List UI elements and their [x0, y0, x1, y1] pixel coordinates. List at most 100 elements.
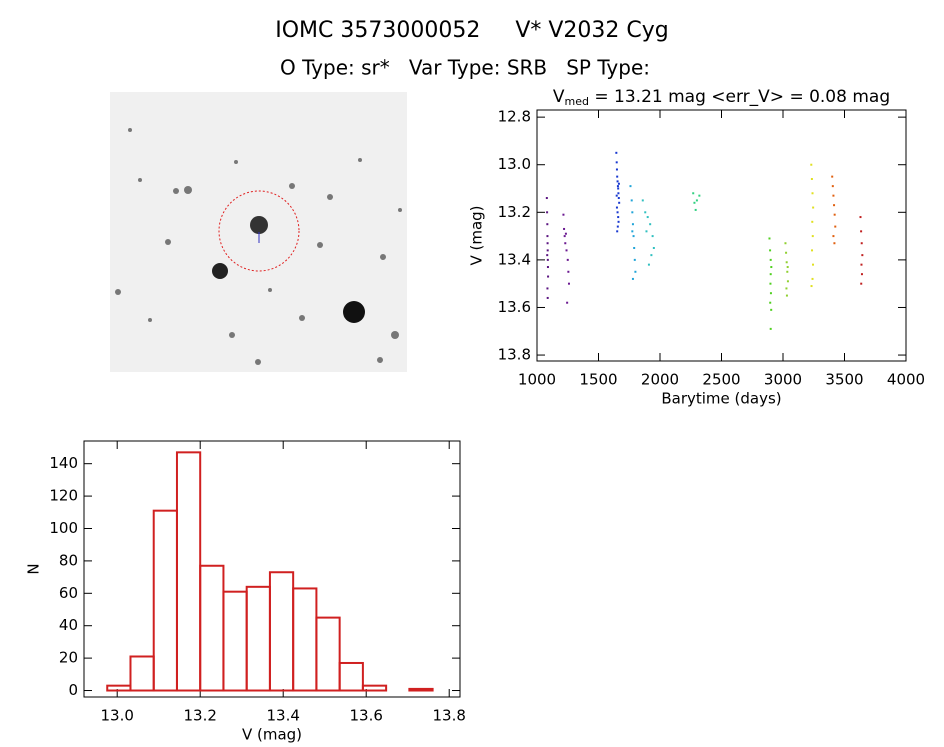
x-axis-label: Barytime (days)	[661, 390, 781, 408]
data-point	[860, 263, 863, 266]
data-point	[615, 151, 618, 154]
data-point	[565, 249, 568, 252]
data-point	[616, 180, 619, 183]
data-point	[812, 263, 815, 266]
title-part: med	[565, 95, 589, 108]
data-point	[769, 273, 772, 276]
y-tick-label: 80	[59, 551, 78, 569]
page-subtitle: O Type: sr* Var Type: SRB SP Type:	[280, 56, 650, 80]
data-point	[694, 208, 697, 211]
data-point	[810, 285, 813, 288]
data-point	[631, 211, 634, 214]
data-point	[784, 242, 787, 245]
data-point	[617, 216, 620, 219]
data-point	[651, 235, 654, 238]
data-point	[616, 211, 619, 214]
data-point	[770, 308, 773, 311]
x-tick-label: 3500	[825, 371, 863, 389]
x-tick-label: 13.2	[183, 707, 216, 725]
data-point	[811, 220, 814, 223]
data-point	[616, 225, 619, 228]
data-point	[769, 249, 772, 252]
data-point	[832, 194, 835, 197]
y-tick-label: 13.8	[498, 346, 531, 364]
data-point	[860, 242, 863, 245]
data-point	[633, 258, 636, 261]
data-point	[632, 235, 635, 238]
histogram-bar	[315, 616, 341, 692]
data-point	[563, 227, 566, 230]
x-tick-label: 3000	[764, 371, 802, 389]
axes-frame	[83, 440, 461, 698]
data-point	[831, 175, 834, 178]
data-point	[567, 282, 570, 285]
data-point	[646, 216, 649, 219]
data-point	[617, 220, 620, 223]
data-point	[641, 199, 644, 202]
x-tick-label: 4000	[887, 371, 925, 389]
data-point	[768, 237, 771, 240]
data-point	[546, 254, 549, 257]
y-axis-label: V (mag)	[468, 205, 486, 265]
data-point	[617, 197, 620, 200]
data-point	[860, 230, 863, 233]
x-axis-label: V (mag)	[242, 726, 302, 744]
y-tick-label: 13.4	[498, 250, 531, 268]
data-point	[693, 201, 696, 204]
y-axis-label: N	[25, 563, 43, 574]
histogram-bar	[408, 687, 434, 692]
data-point	[647, 263, 650, 266]
data-point	[833, 242, 836, 245]
data-point	[769, 282, 772, 285]
data-point	[649, 223, 652, 226]
data-point	[812, 206, 815, 209]
data-point	[785, 251, 788, 254]
data-point	[811, 277, 814, 280]
data-point	[563, 235, 566, 238]
y-tick-label: 60	[59, 584, 78, 602]
data-point	[698, 194, 701, 197]
chart-title: Vmed = 13.21 mag <err_V> = 0.08 mag	[553, 87, 890, 108]
data-point	[567, 270, 570, 273]
data-point	[769, 258, 772, 261]
aperture-circle	[218, 190, 300, 272]
data-point	[546, 235, 549, 238]
data-point	[695, 199, 698, 202]
data-point	[811, 192, 814, 195]
target-star	[250, 216, 268, 234]
data-point	[546, 258, 549, 261]
data-point	[546, 249, 549, 252]
x-tick-label: 2500	[702, 371, 740, 389]
title-part: V	[553, 87, 565, 107]
data-point	[786, 280, 789, 283]
data-point	[631, 230, 634, 233]
histogram-bar	[268, 571, 295, 692]
data-point	[785, 261, 788, 264]
data-point	[786, 266, 789, 269]
y-tick-label: 0	[68, 681, 78, 699]
x-tick-label: 2000	[641, 371, 679, 389]
x-tick-label: 13.6	[350, 707, 383, 725]
data-point	[546, 266, 549, 269]
data-point	[615, 168, 618, 171]
data-point	[810, 163, 813, 166]
data-point	[811, 249, 814, 252]
data-point	[562, 213, 565, 216]
histogram-bar	[199, 564, 225, 692]
data-point	[785, 294, 788, 297]
data-point	[616, 175, 619, 178]
y-tick-label: 20	[59, 649, 78, 667]
data-point	[634, 270, 637, 273]
data-point	[860, 273, 863, 276]
histogram-bar	[361, 684, 388, 692]
data-point	[769, 292, 772, 295]
y-tick-label: 13.2	[498, 203, 531, 221]
data-point	[786, 270, 789, 273]
page-title: IOMC 3573000052 V* V2032 Cyg	[275, 18, 669, 43]
bright-star	[343, 301, 365, 323]
data-point	[630, 199, 633, 202]
data-point	[859, 216, 862, 219]
histogram-bar	[222, 590, 248, 692]
x-tick-label: 13.8	[433, 707, 466, 725]
data-point	[615, 194, 618, 197]
